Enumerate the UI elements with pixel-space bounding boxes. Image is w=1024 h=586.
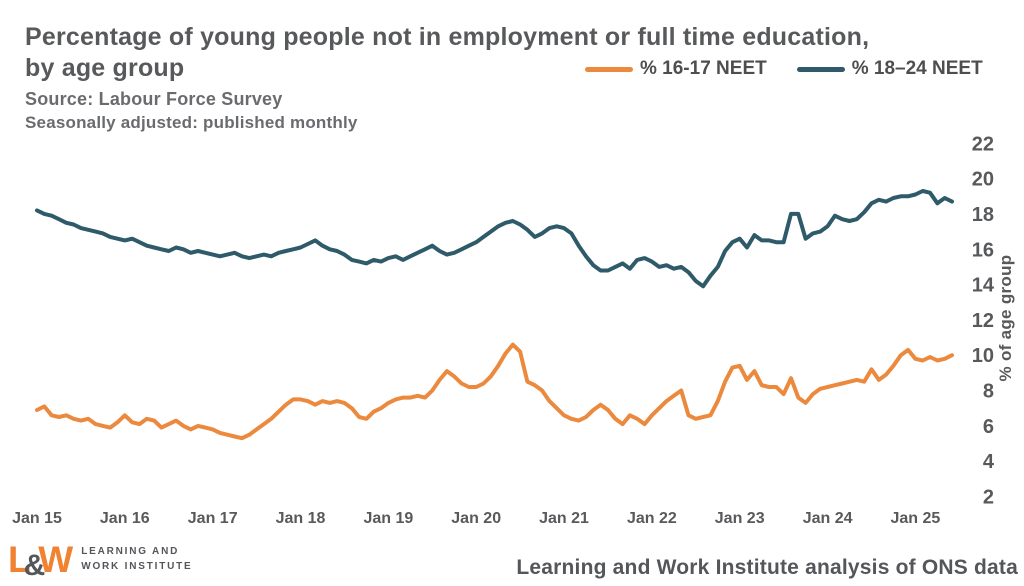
y-tick-label-22: 22 <box>972 133 994 155</box>
y-tick-label-2: 2 <box>983 487 994 509</box>
legend-item-16-17-neet: % 16-17 NEET <box>585 58 767 80</box>
x-tick-label-jan-16: Jan 16 <box>100 510 150 527</box>
y-tick-label-14: 14 <box>972 275 995 297</box>
legend-label-16-17-neet: % 16-17 NEET <box>640 58 767 79</box>
x-tick-label-jan-18: Jan 18 <box>276 510 326 527</box>
x-tick-label-jan-23: Jan 23 <box>715 510 765 527</box>
legend-label-18-24-neet: % 18–24 NEET <box>851 58 983 79</box>
adjustment-note: Seasonally adjusted: published monthly <box>25 113 358 132</box>
y-tick-label-8: 8 <box>983 381 994 403</box>
y-tick-label-16: 16 <box>972 239 994 261</box>
y-tick-label-18: 18 <box>972 204 994 226</box>
series-line-18-24-neet <box>35 189 954 289</box>
chart-title-line2: by age group <box>25 54 185 82</box>
x-tick-label-jan-15: Jan 15 <box>12 510 62 527</box>
attribution: Learning and Work Institute analysis of … <box>516 556 1018 579</box>
x-tick-label-jan-17: Jan 17 <box>188 510 238 527</box>
y-tick-label-12: 12 <box>972 310 994 332</box>
legend-item-18-24-neet: % 18–24 NEET <box>796 58 983 80</box>
y-tick-label-20: 20 <box>972 169 994 191</box>
legend-swatch-0 <box>585 66 633 72</box>
y-tick-label-10: 10 <box>972 345 994 367</box>
y-tick-label-4: 4 <box>983 451 995 473</box>
legend: % 16-17 NEET % 18–24 NEET <box>585 58 983 80</box>
lw-logo-l: L <box>8 539 31 580</box>
y-axis-title: % of age group <box>996 254 1015 382</box>
x-tick-label-jan-24: Jan 24 <box>803 510 853 527</box>
lw-logo-caption-line1: LEARNING AND <box>81 546 180 557</box>
legend-swatch-1 <box>796 66 845 72</box>
lw-logo-w: W <box>38 539 73 580</box>
x-tick-label-jan-19: Jan 19 <box>363 510 413 527</box>
lw-logo-ampersand: & <box>23 549 46 582</box>
y-tick-label-6: 6 <box>983 416 994 438</box>
lw-logo-mark: L&W <box>8 539 73 581</box>
x-tick-label-jan-20: Jan 20 <box>451 510 501 527</box>
chart-title-line1: Percentage of young people not in employ… <box>25 23 870 51</box>
x-tick-label-jan-21: Jan 21 <box>539 510 589 527</box>
x-tick-label-jan-22: Jan 22 <box>627 510 677 527</box>
chart-title: Percentage of young people not in employ… <box>25 22 985 84</box>
source-note: Source: Labour Force Survey <box>25 89 283 109</box>
x-tick-label-jan-25: Jan 25 <box>890 510 940 527</box>
lw-logo: L&W LEARNING AND WORK INSTITUTE <box>8 539 193 581</box>
lw-logo-caption: LEARNING AND WORK INSTITUTE <box>81 545 192 574</box>
lw-logo-caption-line2: WORK INSTITUTE <box>81 560 193 572</box>
series-line-16-17-neet <box>35 342 954 441</box>
